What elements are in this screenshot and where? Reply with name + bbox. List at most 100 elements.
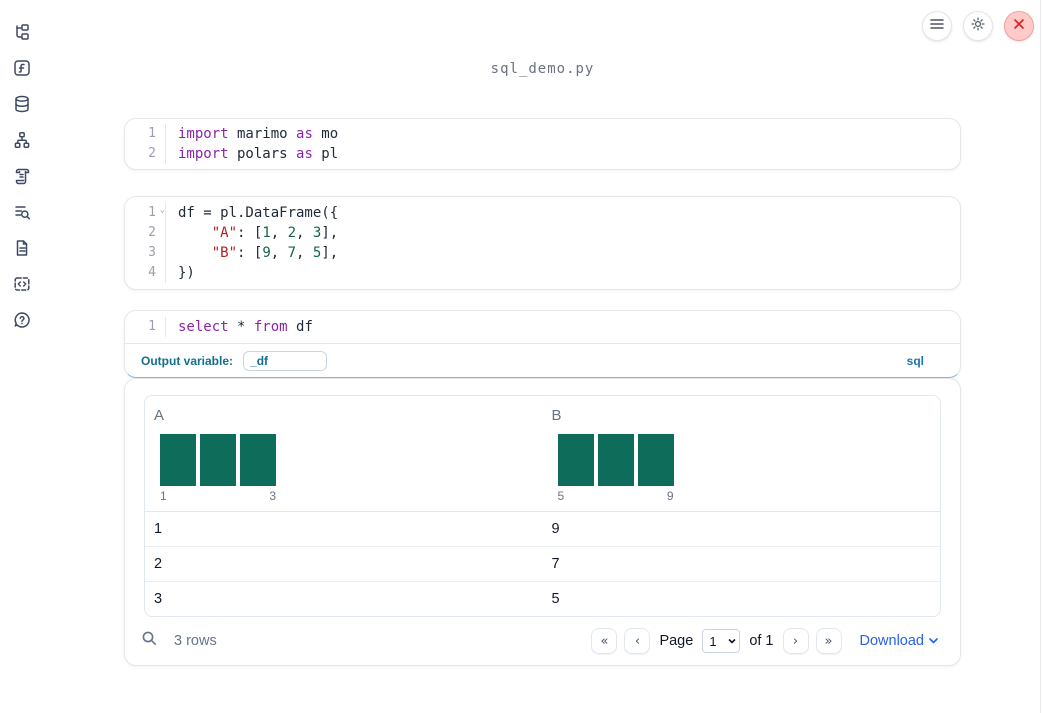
histogram-tick-label: 9 [666,489,674,503]
code-text: "B": [9, 7, 5], [211,245,339,261]
column-name: B [551,407,562,424]
pagination: « ‹ Page 1 of 1 › » [591,628,842,654]
topbar-controls [922,11,1034,41]
sidebar-item-outline-search[interactable] [12,204,32,224]
hamburger-menu-icon [930,17,944,35]
page-select[interactable]: 1 [702,629,741,653]
histogram-bar [160,434,196,486]
sidebar-item-logs[interactable] [12,168,32,188]
sidebar-item-snippets[interactable] [12,238,32,263]
line-number: 3 [125,243,166,263]
table-cell: 2 [154,556,163,572]
sidebar-item-function[interactable] [12,58,32,83]
settings-button[interactable] [963,11,993,41]
line-number: 2 [125,223,166,243]
close-x-icon [1013,17,1025,35]
output-variable-label: Output variable: [141,353,234,368]
code-editor[interactable]: 1 import marimo as mo 2 import polars as pl [125,124,960,164]
language-label: sql [906,353,924,368]
code-line[interactable]: 2 import polars as pl [125,144,960,164]
line-number: 1 [125,317,166,337]
fold-chevron-icon[interactable]: ⌄ [159,205,165,215]
menu-button[interactable] [922,11,952,41]
line-number: 4 [125,263,166,283]
download-label: Download [859,633,925,649]
code-editor[interactable]: 1 ⌄ df = pl.DataFrame({2 "A": [1, 2, 3], 3 … [125,203,960,283]
dependency-graph-icon [12,130,32,155]
sidebar-item-dependencies[interactable] [12,130,32,155]
table-cell: 3 [154,591,163,607]
document-icon [12,238,32,263]
shutdown-button[interactable] [1004,11,1034,41]
search-icon [141,630,158,652]
notebook: sql_demo.py 1 import marimo as mo 2 import … [124,0,961,713]
code-line[interactable]: 1 ⌄ df = pl.DataFrame({ [125,203,960,223]
sidebar [0,0,44,713]
page-label: Page [659,633,694,649]
code-cell-imports[interactable]: 1 import marimo as mo 2 import polars as pl [124,118,961,170]
database-icon [12,94,32,119]
output-variable-input[interactable] [243,350,328,371]
table-cell: 1 [154,521,163,537]
file-tree-icon [12,22,32,47]
sidebar-item-scratchpad[interactable] [12,276,32,296]
scroll-logs-icon [12,166,32,191]
code-text: import polars as pl [178,146,339,162]
code-block-icon [12,274,32,299]
code-cell-dataframe[interactable]: 1 ⌄ df = pl.DataFrame({2 "A": [1, 2, 3], 3 … [124,196,961,290]
page-total-label: of 1 [749,633,774,649]
column-name: A [154,407,165,424]
code-text: }) [178,265,195,281]
table-footer: 3 rows « ‹ Page 1 of 1 › » Download [125,615,960,667]
row-count: 3 rows [174,633,217,649]
code-text: "A": [1, 2, 3], [211,225,339,241]
table-cell: 5 [551,591,560,607]
histogram-tick-label: 1 [160,489,167,503]
code-line[interactable]: 2 "A": [1, 2, 3], [125,223,960,243]
code-text: select * from df [178,319,313,335]
code-line[interactable]: 3 "B": [9, 7, 5], [125,243,960,263]
histogram-bar [597,434,634,486]
histogram-bar [240,434,276,486]
download-button[interactable]: Download [860,633,939,649]
first-page-button[interactable]: « [591,628,618,654]
prev-page-button[interactable]: ‹ [624,628,651,654]
code-text: df = pl.DataFrame({ [178,205,339,221]
sidebar-item-datasources[interactable] [12,94,32,119]
notebook-filename: sql_demo.py [490,61,595,77]
histogram-tick-label: 5 [557,489,565,503]
function-icon [12,58,32,83]
sql-code-editor[interactable]: 1 select * from df [125,311,960,344]
histogram-bar [557,434,594,486]
sql-cell-footer: Output variable: sql [125,344,960,377]
sidebar-item-help[interactable] [12,310,32,335]
last-page-button[interactable]: » [815,628,842,654]
search-button[interactable] [139,631,159,651]
code-line[interactable]: 1 select * from df [125,317,960,337]
sidebar-item-file-tree[interactable] [12,22,32,47]
histogram-tick-label: 3 [269,489,276,503]
line-number: 2 [125,144,166,164]
code-text: import marimo as mo [178,126,339,142]
sql-cell[interactable]: 1 select * from df Output variable: sql [124,310,961,378]
chevron-down-icon [929,638,938,644]
table-cell: 7 [551,556,560,572]
help-icon [12,310,32,335]
code-line[interactable]: 4}) [125,263,960,283]
next-page-button[interactable]: › [782,628,809,654]
line-number: 1 ⌄ [125,203,166,223]
page-select-wrap: 1 [702,629,741,653]
gear-icon [970,16,986,37]
histogram-bar [200,434,236,486]
code-line[interactable]: 1 import marimo as mo [125,124,960,144]
